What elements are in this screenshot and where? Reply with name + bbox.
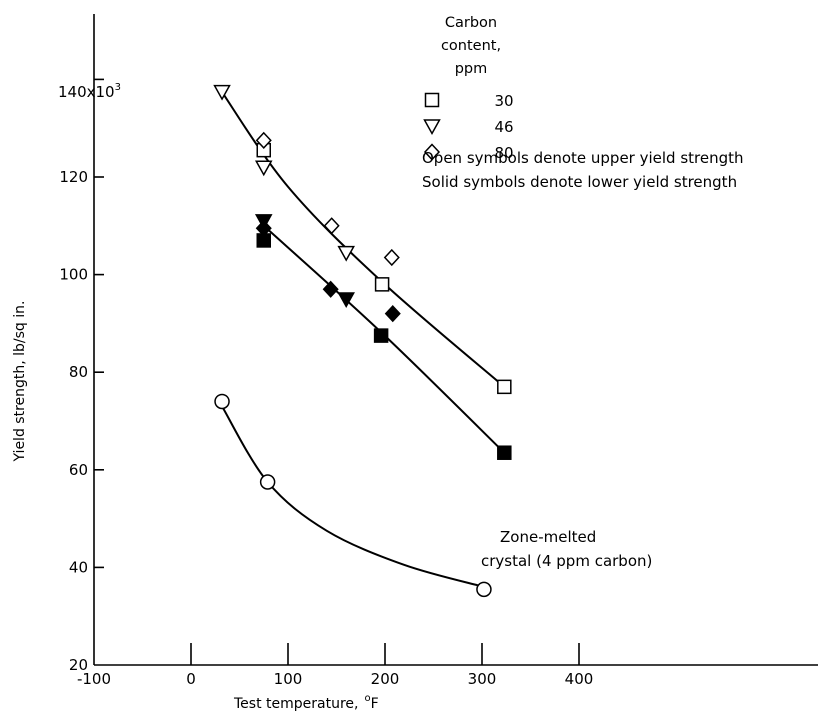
legend-marker-diamond: [423, 143, 441, 161]
data-point-solid-square: [373, 328, 389, 343]
data-point-solid-diamond: [384, 305, 401, 323]
fit-curve: [221, 405, 485, 588]
x-axis-label: Test temperature, oF: [233, 693, 379, 712]
y-tick-label: 100: [59, 266, 88, 284]
x-tick-label: 300: [468, 670, 497, 688]
legend-note-open: Open symbols denote upper yield strength: [422, 149, 744, 167]
data-point-solid-square: [497, 445, 512, 460]
legend-label: 80: [494, 144, 513, 162]
y-axis-label: Yield strength, lb/sq in.: [12, 301, 28, 463]
x-tick-label: 400: [565, 670, 594, 688]
data-point-open-circle: [214, 393, 230, 410]
data-point-open-triangle: [213, 84, 231, 101]
legend-entries: 30 46 80: [423, 92, 514, 162]
y-tick-label: 60: [69, 461, 88, 479]
y-tick-label: 20: [69, 656, 88, 674]
legend: Carbon content, ppm 30 46 80 Open symbols …: [422, 15, 744, 191]
legend-title-line-2: content,: [441, 38, 501, 54]
data-point-open-diamond: [323, 217, 340, 235]
data-point-open-diamond: [255, 131, 272, 149]
annotation-line-2: crystal (4 ppm carbon): [481, 552, 652, 570]
x-tick-label: 100: [274, 670, 303, 688]
data-point-open-circle: [259, 474, 276, 490]
ticks: -100 0 100 200 300 400 20 40 60 80 100 120: [59, 78, 594, 688]
x-tick-label: 200: [371, 670, 400, 688]
y-tick-label: 80: [69, 363, 88, 381]
annotation-line-1: Zone-melted: [500, 528, 596, 546]
data-point-solid-diamond: [255, 219, 272, 237]
legend-marker-triangle: [423, 119, 441, 136]
x-tick-label: 0: [186, 670, 196, 688]
y-tick-label: 120: [59, 168, 88, 186]
legend-title-line-1: Carbon: [445, 15, 497, 31]
data-point-open-circle: [476, 581, 492, 598]
legend-note-solid: Solid symbols denote lower yield strengt…: [422, 173, 737, 191]
data-point-open-square: [497, 379, 512, 395]
data-point-solid-diamond: [322, 280, 339, 298]
data-point-open-square: [374, 277, 390, 292]
data-point-open-diamond: [383, 248, 400, 267]
axes: 140x103: [58, 14, 818, 666]
legend-label: 46: [494, 118, 513, 136]
fit-curve: [219, 88, 505, 388]
annotation: Zone-melted crystal (4 ppm carbon): [481, 528, 652, 570]
data-point-open-triangle: [254, 160, 273, 177]
legend-marker-square: [424, 92, 440, 108]
data-point-solid-triangle: [337, 292, 355, 309]
y-tick-label: 40: [69, 558, 88, 576]
legend-label: 30: [494, 92, 513, 110]
data-point-open-triangle: [337, 245, 355, 262]
data-marks: [213, 84, 512, 598]
legend-title-line-3: ppm: [455, 61, 488, 77]
y-top-tick-label: 140x103: [58, 82, 121, 101]
x-tick-label: -100: [77, 670, 111, 688]
